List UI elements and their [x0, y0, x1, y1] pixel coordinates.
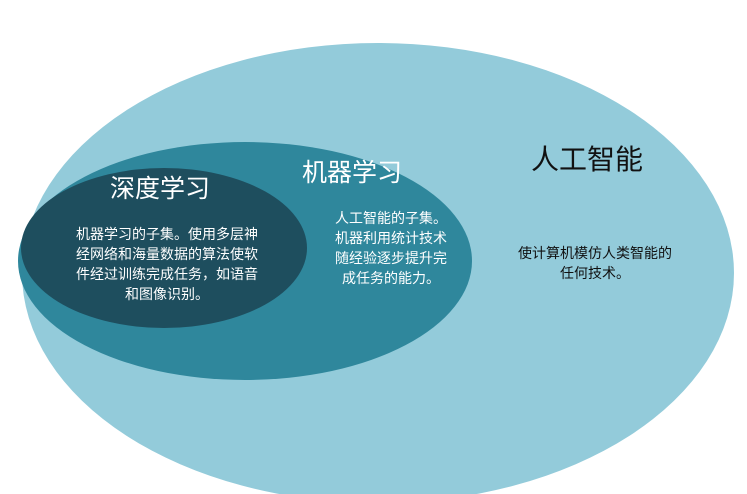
ml-description-line-2: 机器利用统计技术 [335, 231, 447, 247]
dl-ellipse [21, 168, 307, 328]
dl-description: 机器学习的子集。使用多层神 经网络和海量数据的算法使软 件经过训练完成任务，如语… [42, 225, 292, 305]
ai-description-line-2: 任何技术。 [560, 266, 630, 282]
dl-description-line-4: 和图像识别。 [125, 287, 209, 303]
ai-description-line-1: 使计算机模仿人类智能的 [518, 246, 672, 262]
dl-title: 深度学习 [109, 174, 210, 203]
dl-description-line-3: 件经过训练完成任务，如语音 [76, 267, 258, 283]
dl-description-line-2: 经网络和海量数据的算法使软 [76, 247, 258, 263]
ml-description-line-4: 成任务的能力。 [342, 271, 440, 287]
ml-title: 机器学习 [301, 158, 402, 187]
ml-description-line-3: 随经验逐步提升完 [335, 251, 447, 267]
ai-title: 人工智能 [530, 143, 643, 176]
dl-description-line-1: 机器学习的子集。使用多层神 [76, 227, 258, 243]
ml-description-line-1: 人工智能的子集。 [335, 211, 447, 227]
ml-description: 人工智能的子集。 机器利用统计技术 随经验逐步提升完 成任务的能力。 [306, 209, 476, 289]
ai-description: 使计算机模仿人类智能的 任何技术。 [490, 244, 700, 284]
